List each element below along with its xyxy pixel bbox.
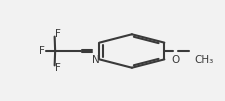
Text: CH₃: CH₃	[194, 55, 213, 65]
Text: O: O	[171, 55, 180, 65]
Text: F: F	[55, 63, 61, 73]
Text: N: N	[92, 55, 100, 65]
Text: F: F	[39, 46, 45, 56]
Text: F: F	[55, 29, 61, 39]
